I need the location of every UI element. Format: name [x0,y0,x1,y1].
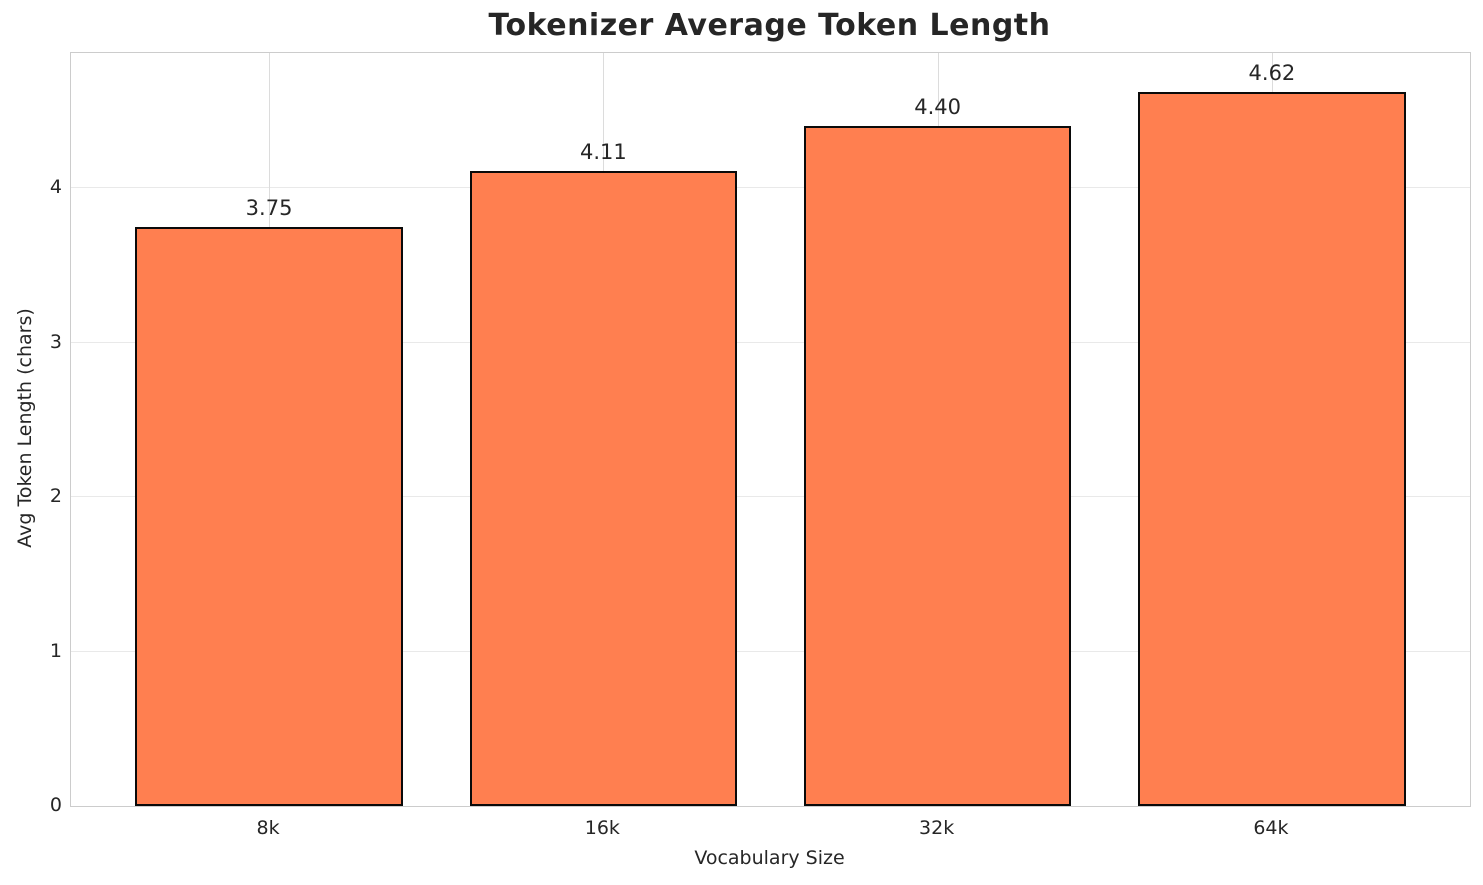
x-axis-label: Vocabulary Size [694,847,845,869]
y-axis-label: Avg Token Length (chars) [14,308,36,548]
y-tick-label: 1 [49,639,62,662]
bar-value-label: 4.11 [579,140,627,165]
x-tick-label: 8k [256,817,280,839]
bar-value-label: 4.62 [1248,61,1296,86]
bar-32k [803,126,1072,806]
y-tick-label: 2 [49,485,62,507]
y-gridline [71,187,1470,189]
bar-8k [135,226,403,806]
y-gridline [71,650,1470,652]
x-tick-label: 64k [1253,817,1289,839]
y-tick-label: 3 [49,330,62,353]
y-gridline [71,341,1470,343]
bar-16k [469,171,738,806]
x-tick-label: 16k [584,817,620,839]
chart-title: Tokenizer Average Token Length [488,8,1051,43]
plot-area: 3.75 4.11 4.40 4.62 [70,52,1471,807]
bar-64k [1138,92,1406,806]
y-gridline [71,496,1470,498]
bar-value-label: 3.75 [245,195,293,220]
y-tick-label: 0 [49,794,62,816]
bar-value-label: 4.40 [914,95,962,120]
y-tick-label: 4 [49,176,62,199]
x-tick-label: 32k [919,817,955,839]
